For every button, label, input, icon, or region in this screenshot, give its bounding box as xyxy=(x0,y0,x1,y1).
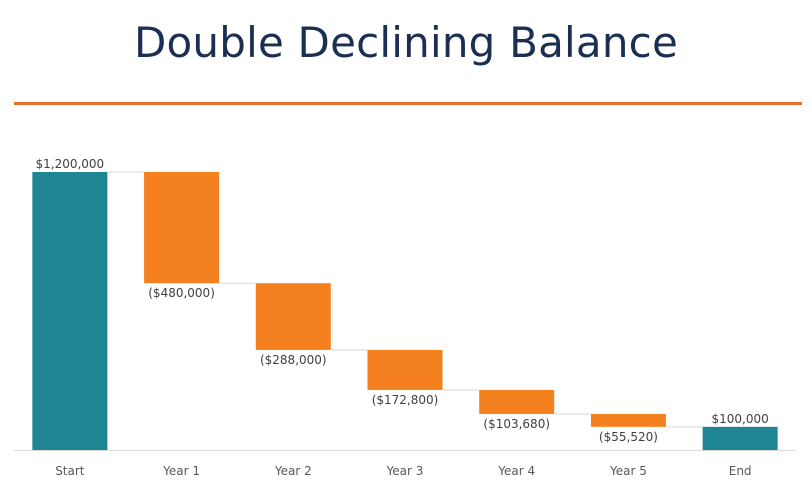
data-label: ($172,800) xyxy=(372,393,439,407)
x-tick-label: Start xyxy=(55,464,85,478)
data-label: ($288,000) xyxy=(260,353,327,367)
data-label: ($480,000) xyxy=(148,286,215,300)
data-label: $100,000 xyxy=(712,412,769,426)
title-underline xyxy=(14,102,802,105)
data-label: ($55,520) xyxy=(599,430,658,444)
x-tick-label: Year 4 xyxy=(497,464,535,478)
bar-year-3 xyxy=(367,349,443,390)
bar-end xyxy=(702,426,778,450)
x-tick-label: Year 5 xyxy=(609,464,647,478)
bar-year-1 xyxy=(144,172,220,284)
x-tick-label: Year 1 xyxy=(162,464,200,478)
data-label: $1,200,000 xyxy=(35,157,104,171)
chart-title: Double Declining Balance xyxy=(133,18,678,67)
x-tick-label: Year 3 xyxy=(386,464,424,478)
x-tick-label: Year 2 xyxy=(274,464,312,478)
x-tick-label: End xyxy=(729,464,752,478)
bar-start xyxy=(32,172,108,450)
data-label: ($103,680) xyxy=(483,417,550,431)
bar-year-2 xyxy=(255,283,331,350)
bar-year-4 xyxy=(479,389,555,414)
bar-year-5 xyxy=(590,413,666,427)
